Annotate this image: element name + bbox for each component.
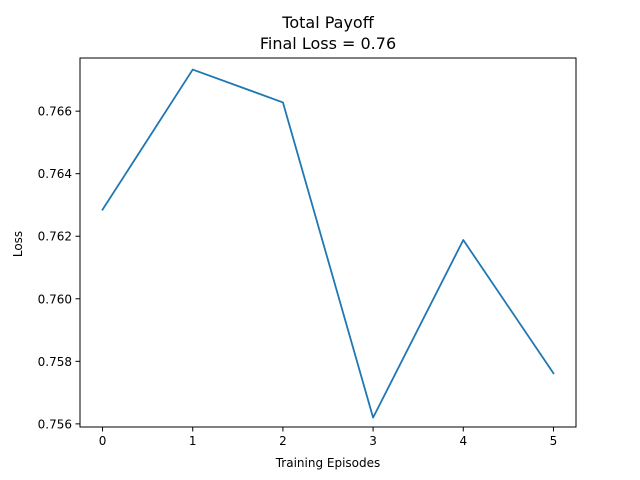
x-tick-label: 4 [459,434,467,448]
y-axis-label: Loss [11,231,25,257]
x-tick-label: 2 [279,434,287,448]
plot-frame [79,57,577,428]
y-tick-label: 0.762 [38,230,72,244]
y-tick-label: 0.758 [38,355,72,369]
x-tick-label: 1 [189,434,197,448]
y-tick-label: 0.760 [38,292,72,306]
x-tick-label: 5 [550,434,558,448]
x-axis-label: Training Episodes [275,456,381,470]
x-tick-label: 0 [99,434,107,448]
chart-subtitle: Final Loss = 0.76 [260,34,396,53]
plot-area: 0 1 2 3 4 5 0.756 0.758 0.760 0.762 0.764 0.766 [38,57,577,448]
y-tick-label: 0.756 [38,417,72,431]
x-tick-label: 3 [369,434,377,448]
chart-title: Total Payoff [281,13,374,32]
y-tick-label: 0.766 [38,105,72,119]
y-tick-label: 0.764 [38,167,72,181]
series-line-0 [101,68,555,419]
